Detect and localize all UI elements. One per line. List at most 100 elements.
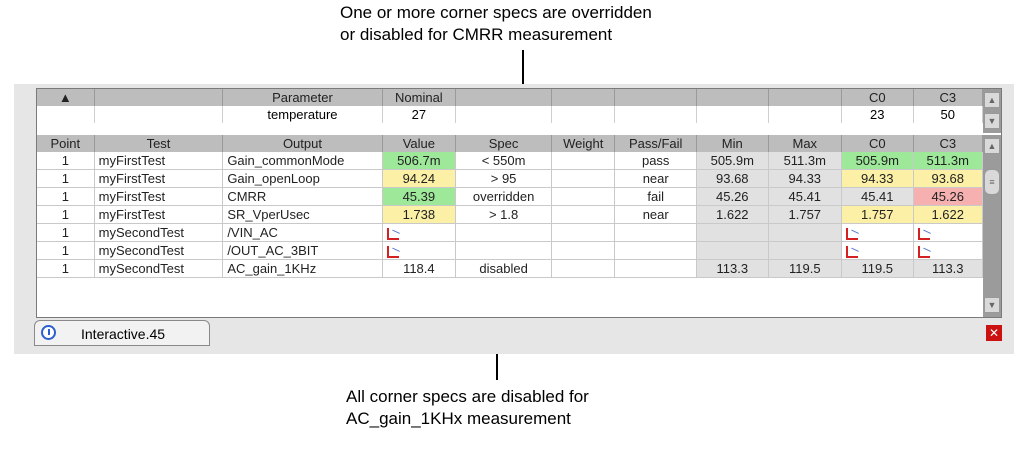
table-row[interactable]: 1 mySecondTest /VIN_AC [37,223,983,242]
cell-weight [551,169,616,188]
col-header-point[interactable]: Point [37,135,95,152]
col-header-max[interactable]: Max [768,135,843,152]
waveform-plot-icon[interactable] [386,245,399,258]
results-table-frame: ▲ Parameter Nominal C0 C3 temperature 27… [36,88,1002,318]
parameter-c0: 23 [841,106,914,123]
col-header-passfail[interactable]: Pass/Fail [614,135,698,152]
cell-weight [551,152,616,170]
col-header-output[interactable]: Output [222,135,383,152]
cell-c3: 93.68 [913,169,983,188]
cell-output: Gain_openLoop [222,169,383,188]
scroll-down-icon[interactable]: ▼ [984,297,1000,313]
cell-test: myFirstTest [94,187,224,206]
c0-param-header: C0 [841,89,914,106]
scroll-down-icon[interactable]: ▼ [984,113,1000,129]
cell-spec[interactable] [455,241,553,260]
scroll-up-icon[interactable]: ▲ [984,138,1000,154]
col-header-spec[interactable]: Spec [455,135,553,152]
col-header-value[interactable]: Value [382,135,457,152]
cell-c3: 511.3m [913,152,983,170]
c3-param-header: C3 [913,89,983,106]
parameter-scrollbar[interactable]: ▲ ▼ [983,89,1001,133]
cell-c0[interactable] [841,241,914,260]
close-icon[interactable]: ✕ [986,325,1002,341]
cell-point: 1 [37,152,95,170]
cell-c3: 45.26 [913,187,983,206]
cell-passfail: near [614,169,698,188]
cell-output: /OUT_AC_3BIT [222,241,383,260]
waveform-plot-icon[interactable] [846,227,859,240]
col-header-test[interactable]: Test [94,135,224,152]
col-header-weight[interactable]: Weight [551,135,616,152]
cell-c3[interactable] [913,241,983,260]
annotation-bottom-line2: AC_gain_1KHx measurement [346,409,571,428]
cell-point: 1 [37,187,95,206]
cell-passfail [614,241,698,260]
cell-spec[interactable]: < 550m [455,152,553,170]
cell-c0: 505.9m [841,152,914,170]
cell-test: myFirstTest [94,152,224,170]
scroll-thumb[interactable]: ≡ [984,169,1000,195]
cell-min: 93.68 [696,169,769,188]
cell-spec[interactable]: disabled [455,259,553,278]
cell-spec[interactable]: overridden [455,187,553,206]
cell-point: 1 [37,241,95,260]
sort-up-icon[interactable]: ▲ [37,89,95,106]
cell-c3[interactable] [913,223,983,242]
cell-c0: 1.757 [841,205,914,224]
waveform-plot-icon[interactable] [917,245,930,258]
cell-value[interactable] [382,241,457,260]
cell-output: SR_VperUsec [222,205,383,224]
cell-point: 1 [37,205,95,224]
cell-spec[interactable]: > 1.8 [455,205,553,224]
tab-interactive[interactable]: Interactive.45 [34,320,210,346]
cell-max [768,241,843,260]
cell-min: 113.3 [696,259,769,278]
cell-test: myFirstTest [94,169,224,188]
cell-test: mySecondTest [94,223,224,242]
clock-icon [41,325,56,340]
cell-point: 1 [37,169,95,188]
cell-passfail: near [614,205,698,224]
cell-c3: 113.3 [913,259,983,278]
table-row[interactable]: 1 myFirstTest Gain_openLoop 94.24 > 95 n… [37,169,983,188]
table-row[interactable]: 1 mySecondTest AC_gain_1KHz 118.4 disabl… [37,259,983,278]
cell-max: 119.5 [768,259,843,278]
col-header-min[interactable]: Min [696,135,769,152]
cell-spec[interactable] [455,223,553,242]
cell-weight [551,205,616,224]
cell-max: 511.3m [768,152,843,170]
cell-min: 505.9m [696,152,769,170]
col-header-c3[interactable]: C3 [913,135,983,152]
results-scrollbar[interactable]: ▲ ≡ ▼ [983,135,1001,317]
cell-c0[interactable] [841,223,914,242]
table-row[interactable]: 1 mySecondTest /OUT_AC_3BIT [37,241,983,260]
scroll-up-icon[interactable]: ▲ [984,92,1000,108]
cell-value: 94.24 [382,169,457,188]
table-row[interactable]: 1 myFirstTest CMRR 45.39 overridden fail… [37,187,983,206]
cell-weight [551,187,616,206]
waveform-plot-icon[interactable] [846,245,859,258]
annotation-top-line1: One or more corner specs are overridden [340,3,652,22]
cell-spec[interactable]: > 95 [455,169,553,188]
table-row[interactable]: 1 myFirstTest SR_VperUsec 1.738 > 1.8 ne… [37,205,983,224]
col-header-c0[interactable]: C0 [841,135,914,152]
cell-max: 94.33 [768,169,843,188]
cell-point: 1 [37,223,95,242]
cell-min: 1.622 [696,205,769,224]
cell-weight [551,259,616,278]
tab-label: Interactive.45 [81,326,166,342]
cell-value: 506.7m [382,152,457,170]
parameter-c3: 50 [913,106,983,123]
cell-test: mySecondTest [94,241,224,260]
cell-max: 45.41 [768,187,843,206]
parameter-header-row: ▲ Parameter Nominal C0 C3 [37,89,983,106]
cell-c0: 119.5 [841,259,914,278]
waveform-plot-icon[interactable] [917,227,930,240]
waveform-plot-icon[interactable] [386,227,399,240]
cell-point: 1 [37,259,95,278]
annotation-bottom-line1: All corner specs are disabled for [346,387,589,406]
cell-value: 118.4 [382,259,457,278]
table-row[interactable]: 1 myFirstTest Gain_commonMode 506.7m < 5… [37,152,983,170]
cell-value[interactable] [382,223,457,242]
